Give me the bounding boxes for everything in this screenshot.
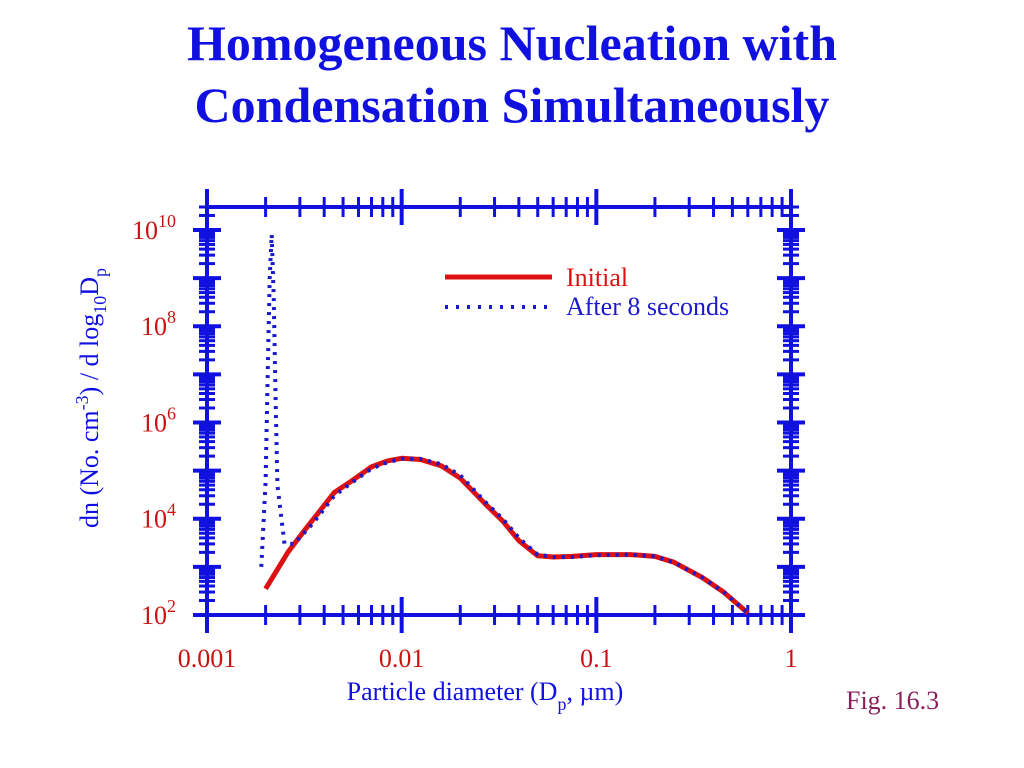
x-tick-label: 1 — [785, 644, 798, 673]
plot-frame — [205, 205, 793, 617]
legend-label-after: After 8 seconds — [566, 292, 729, 321]
series-initial — [263, 455, 750, 615]
y-tick-label: 102 — [141, 596, 176, 630]
series-layer — [259, 232, 750, 615]
y-tick-label: 106 — [141, 403, 176, 437]
series-after-8-seconds — [259, 232, 750, 615]
x-tick-label: 0.001 — [178, 644, 237, 673]
y-tick-label: 104 — [141, 500, 176, 534]
title-line-2: Condensation Simultaneously — [194, 77, 830, 133]
title-line-1: Homogeneous Nucleation with — [187, 15, 837, 71]
y-tick-label: 108 — [141, 307, 176, 341]
x-tick-label: 0.01 — [379, 644, 425, 673]
legend-label-initial: Initial — [566, 263, 628, 292]
y-tick-label: 1010 — [132, 211, 176, 245]
slide-title: Homogeneous Nucleation with Condensation… — [0, 12, 1024, 136]
x-axis-label: Particle diameter (Dp, µm) — [347, 677, 624, 714]
figure-label: Fig. 16.3 — [846, 686, 940, 715]
labels-layer: 0.001 0.01 0.1 1 102 104 106 108 1010 Particle di… — [72, 211, 798, 714]
x-tick-label: 0.1 — [580, 644, 613, 673]
y-axis-label: dn (No. cm-3) / d log10Dp — [72, 268, 110, 528]
axis-ticks — [193, 189, 805, 633]
